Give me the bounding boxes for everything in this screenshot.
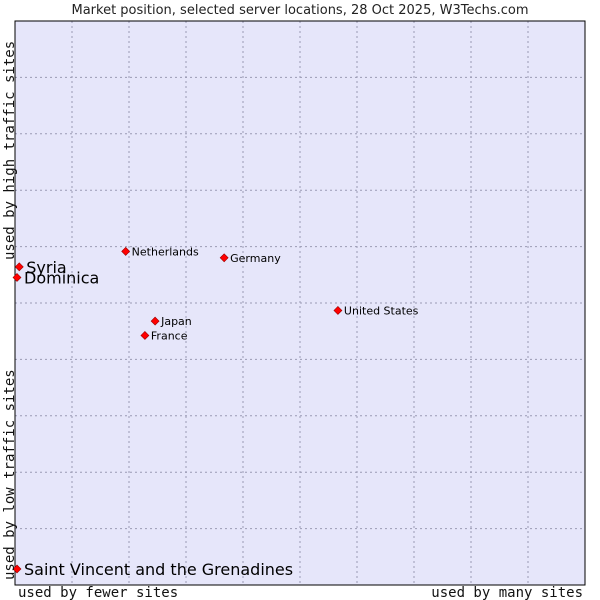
chart-title: Market position, selected server locatio…	[71, 3, 528, 18]
data-point-marker	[333, 306, 343, 315]
y-axis-label-high: used by high traffic sites	[2, 41, 18, 260]
data-point-marker	[121, 246, 131, 256]
data-point-label: Saint Vincent and the Grenadines	[24, 560, 293, 579]
data-point-label: United States	[344, 304, 419, 317]
data-point-marker	[12, 564, 22, 574]
data-point-group: Syria	[14, 258, 67, 277]
data-point-group: Dominica	[12, 268, 99, 287]
data-point-marker	[12, 273, 22, 282]
data-point-group: United States	[333, 304, 419, 317]
data-point-group: Japan	[150, 315, 192, 328]
data-point-group: France	[140, 329, 188, 342]
grid	[15, 21, 585, 585]
data-point-label: France	[151, 329, 188, 342]
data-point-group: Saint Vincent and the Grenadines	[12, 560, 293, 579]
data-point-label: Japan	[160, 315, 192, 328]
data-point-marker	[14, 262, 24, 272]
data-point-marker	[150, 316, 160, 326]
plot-border	[14, 20, 586, 586]
data-point-label: Syria	[26, 258, 66, 277]
data-point-label: Germany	[230, 252, 281, 265]
y-axis-label-low: used by low traffic sites	[2, 369, 18, 580]
data-point-label: Netherlands	[132, 245, 199, 258]
data-point-group: Germany	[219, 252, 281, 265]
x-axis-label-low: used by fewer sites	[18, 585, 178, 600]
data-point-marker	[219, 253, 229, 263]
data-point-marker	[140, 331, 150, 340]
data-point-group: Netherlands	[121, 245, 199, 258]
data-point-label: Dominica	[24, 268, 99, 287]
x-axis-label-high: used by many sites	[431, 585, 583, 600]
